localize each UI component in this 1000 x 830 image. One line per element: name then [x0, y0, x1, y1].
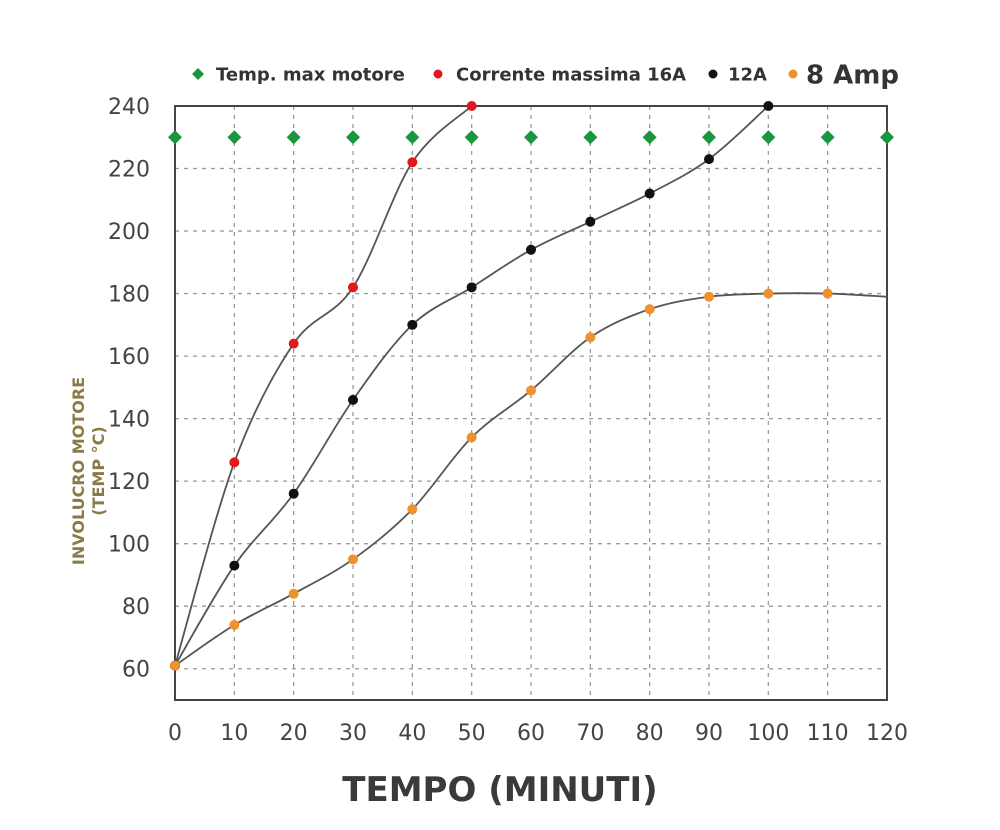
- x-tick-label: 30: [339, 721, 367, 746]
- data-point: [407, 319, 418, 330]
- legend-label: 8 Amp: [806, 60, 899, 90]
- legend-marker: [192, 68, 204, 80]
- data-point-diamond: [820, 130, 835, 145]
- x-tick-label: 110: [807, 721, 849, 746]
- data-point: [822, 288, 833, 299]
- data-point-diamond: [227, 130, 242, 145]
- x-tick-label: 60: [517, 721, 545, 746]
- y-axis-ticks: 60 80 100 120 140 160 180 200 220 240: [108, 95, 150, 683]
- data-point-diamond: [524, 130, 538, 145]
- data-point-diamond: [761, 130, 776, 145]
- data-point: [288, 588, 299, 599]
- data-point: [348, 394, 358, 405]
- legend-marker: [433, 69, 443, 79]
- x-tick-label: 80: [636, 721, 664, 746]
- legend-marker: [788, 69, 798, 79]
- data-point: [348, 282, 358, 293]
- y-tick-label: 100: [108, 533, 150, 558]
- plot-area-frame: [174, 105, 888, 701]
- x-tick-label: 50: [458, 721, 486, 746]
- data-point-diamond: [346, 130, 360, 145]
- data-point: [466, 101, 477, 111]
- y-axis-label-line-2: (TEMP °C): [89, 426, 108, 515]
- data-point: [229, 560, 240, 571]
- legend-marker: [708, 69, 718, 79]
- x-axis-ticks: 0 10 20 30 40 50 60 70 80 90 100 110 120: [168, 721, 908, 746]
- legend-label: 12A: [728, 64, 767, 85]
- grid: [175, 106, 887, 700]
- y-tick-label: 200: [108, 220, 150, 245]
- data-point: [229, 457, 240, 468]
- y-tick-label: 80: [122, 595, 150, 620]
- data-point: [644, 304, 655, 315]
- data-point-diamond: [642, 130, 657, 145]
- legend-label: Temp. max motore: [216, 64, 405, 85]
- data-point-diamond: [168, 130, 182, 145]
- data-point: [526, 244, 536, 255]
- data-point-diamond: [405, 130, 420, 145]
- data-point-diamond: [702, 130, 716, 145]
- data-point: [763, 288, 774, 299]
- series-line-2: [174, 105, 769, 667]
- x-tick-label: 0: [168, 721, 182, 746]
- y-axis-label: INVOLUCRO MOTORE (TEMP °C): [69, 377, 108, 565]
- data-point: [704, 291, 714, 302]
- data-point-diamond: [583, 130, 598, 145]
- data-point: [407, 157, 418, 168]
- x-tick-label: 10: [220, 721, 248, 746]
- x-tick-label: 120: [866, 721, 908, 746]
- y-tick-label: 220: [108, 158, 150, 183]
- legend-label: Corrente massima 16A: [456, 64, 686, 85]
- data-point: [229, 619, 240, 630]
- x-tick-label: 100: [747, 721, 789, 746]
- data-point-diamond: [880, 130, 894, 145]
- data-point-diamond: [464, 130, 479, 145]
- y-tick-label: 180: [108, 283, 150, 308]
- y-tick-label: 140: [108, 408, 150, 433]
- x-tick-label: 20: [280, 721, 308, 746]
- y-tick-label: 240: [108, 95, 150, 120]
- series-points: [168, 101, 894, 671]
- data-point: [704, 154, 714, 165]
- data-point: [466, 282, 477, 293]
- data-point: [526, 385, 536, 396]
- data-point: [288, 338, 299, 349]
- data-point: [466, 432, 477, 443]
- data-point: [644, 188, 655, 199]
- data-point: [585, 216, 596, 227]
- series-line-1: [174, 105, 473, 666]
- x-tick-label: 70: [576, 721, 604, 746]
- data-point: [585, 332, 596, 343]
- data-point: [407, 504, 418, 515]
- x-axis-label: TEMPO (MINUTI): [342, 770, 657, 810]
- x-tick-label: 90: [695, 721, 723, 746]
- data-point: [170, 660, 180, 671]
- y-tick-label: 60: [122, 658, 150, 683]
- legend: Temp. max motore Corrente massima 16A 12A 8…: [192, 60, 899, 90]
- data-point: [348, 554, 358, 565]
- y-tick-label: 160: [108, 345, 150, 370]
- data-point-diamond: [286, 130, 301, 145]
- x-tick-label: 40: [398, 721, 426, 746]
- data-point: [288, 488, 299, 499]
- y-axis-label-line-1: INVOLUCRO MOTORE: [69, 377, 88, 565]
- y-tick-label: 120: [108, 470, 150, 495]
- data-point: [763, 101, 774, 111]
